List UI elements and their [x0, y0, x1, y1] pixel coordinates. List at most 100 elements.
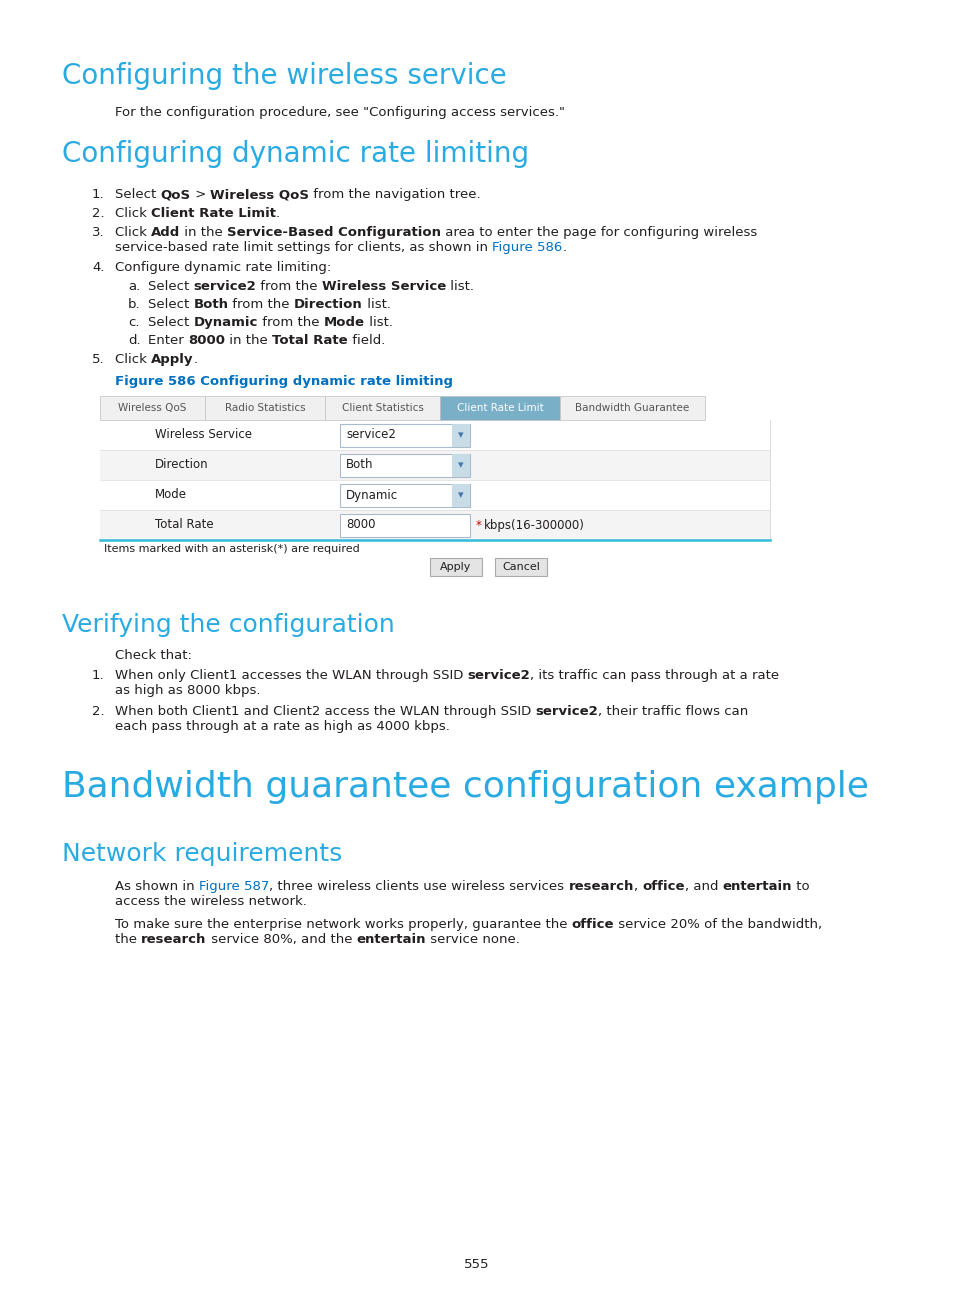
Bar: [452, 483, 470, 507]
Text: service2: service2: [193, 280, 256, 293]
Text: Network requirements: Network requirements: [62, 842, 342, 866]
Text: to: to: [791, 880, 809, 893]
Text: from the: from the: [257, 316, 323, 329]
Text: When both Client1 and Client2 access the WLAN through SSID: When both Client1 and Client2 access the…: [115, 705, 535, 718]
Text: from the navigation tree.: from the navigation tree.: [309, 188, 480, 201]
Bar: [339, 424, 470, 447]
Text: 3.: 3.: [91, 226, 105, 238]
Bar: [452, 424, 470, 447]
Text: Apply: Apply: [151, 353, 193, 365]
Text: service none.: service none.: [425, 933, 519, 946]
Text: Wireless QoS: Wireless QoS: [118, 403, 187, 413]
Text: entertain: entertain: [356, 933, 425, 946]
Text: in the: in the: [225, 334, 272, 347]
Text: 2.: 2.: [91, 207, 105, 220]
Text: service 80%, and the: service 80%, and the: [207, 933, 356, 946]
Text: Items marked with an asterisk(*) are required: Items marked with an asterisk(*) are req…: [104, 544, 359, 553]
Bar: [100, 420, 769, 540]
Text: Client Statistics: Client Statistics: [341, 403, 423, 413]
Text: list.: list.: [446, 280, 474, 293]
Text: Select: Select: [115, 188, 160, 201]
Text: Select: Select: [148, 280, 193, 293]
Text: Verifying the configuration: Verifying the configuration: [62, 613, 395, 638]
Text: entertain: entertain: [721, 880, 791, 893]
Text: ▾: ▾: [457, 460, 463, 470]
Text: Select: Select: [148, 316, 193, 329]
Text: Wireless QoS: Wireless QoS: [210, 188, 309, 201]
Text: d.: d.: [128, 334, 140, 347]
Text: Mode: Mode: [323, 316, 364, 329]
Text: from the: from the: [256, 280, 322, 293]
Text: Bandwidth guarantee configuration example: Bandwidth guarantee configuration exampl…: [62, 770, 868, 804]
Text: Wireless Service: Wireless Service: [154, 429, 252, 442]
Text: in the: in the: [180, 226, 227, 238]
Text: Figure 587: Figure 587: [198, 880, 269, 893]
Text: As shown in: As shown in: [115, 880, 198, 893]
Text: .: .: [193, 353, 197, 365]
Bar: [100, 450, 769, 480]
Bar: [100, 480, 769, 511]
Text: office: office: [641, 880, 684, 893]
Text: Total Rate: Total Rate: [272, 334, 347, 347]
Text: Wireless Service: Wireless Service: [322, 280, 446, 293]
Bar: [205, 397, 325, 420]
Text: , and: , and: [684, 880, 721, 893]
Text: ▾: ▾: [457, 490, 463, 500]
Text: Dynamic: Dynamic: [346, 489, 397, 502]
Text: 4.: 4.: [91, 260, 105, 273]
Text: ,: ,: [633, 880, 641, 893]
Text: Apply: Apply: [440, 562, 471, 572]
Text: Radio Statistics: Radio Statistics: [225, 403, 305, 413]
Text: Dynamic: Dynamic: [193, 316, 257, 329]
Text: ▾: ▾: [457, 430, 463, 441]
Text: list.: list.: [363, 298, 391, 311]
Text: Figure 586: Figure 586: [492, 241, 562, 254]
Text: 8000: 8000: [346, 518, 375, 531]
Text: 1.: 1.: [91, 188, 105, 201]
Text: service2: service2: [535, 705, 598, 718]
Text: >: >: [191, 188, 210, 201]
Text: as high as 8000 kbps.: as high as 8000 kbps.: [115, 684, 260, 697]
Bar: [100, 511, 769, 540]
Text: Bandwidth Guarantee: Bandwidth Guarantee: [575, 403, 689, 413]
Text: area to enter the page for configuring wireless: area to enter the page for configuring w…: [441, 226, 757, 238]
Bar: [452, 454, 470, 477]
Text: 2.: 2.: [91, 705, 105, 718]
Text: Cancel: Cancel: [501, 562, 539, 572]
Text: Enter: Enter: [148, 334, 188, 347]
Bar: [339, 513, 470, 537]
Text: Direction: Direction: [154, 459, 209, 472]
Text: Click: Click: [115, 353, 151, 365]
Text: Configuring dynamic rate limiting: Configuring dynamic rate limiting: [62, 140, 529, 168]
Text: Click: Click: [115, 207, 151, 220]
Text: Direction: Direction: [294, 298, 363, 311]
Text: *: *: [476, 518, 481, 531]
Text: research: research: [141, 933, 207, 946]
Text: service 20% of the bandwidth,: service 20% of the bandwidth,: [614, 918, 821, 931]
Text: from the: from the: [229, 298, 294, 311]
Text: 1.: 1.: [91, 669, 105, 682]
Text: , their traffic flows can: , their traffic flows can: [598, 705, 748, 718]
Bar: [439, 397, 559, 420]
Text: Click: Click: [115, 226, 151, 238]
Text: , three wireless clients use wireless services: , three wireless clients use wireless se…: [269, 880, 568, 893]
Text: service2: service2: [467, 669, 530, 682]
Text: Add: Add: [151, 226, 180, 238]
Text: the: the: [115, 933, 141, 946]
Text: b.: b.: [128, 298, 140, 311]
Text: list.: list.: [364, 316, 393, 329]
Text: When only Client1 accesses the WLAN through SSID: When only Client1 accesses the WLAN thro…: [115, 669, 467, 682]
Text: 8000: 8000: [188, 334, 225, 347]
Text: access the wireless network.: access the wireless network.: [115, 896, 307, 908]
Text: , its traffic can pass through at a rate: , its traffic can pass through at a rate: [530, 669, 779, 682]
Text: Both: Both: [193, 298, 229, 311]
Text: research: research: [568, 880, 633, 893]
Text: Figure 586 Configuring dynamic rate limiting: Figure 586 Configuring dynamic rate limi…: [115, 375, 453, 388]
Text: Both: Both: [346, 459, 374, 472]
Text: Client Rate Limit: Client Rate Limit: [151, 207, 275, 220]
Text: kbps(16-300000): kbps(16-300000): [483, 518, 584, 531]
Text: QoS: QoS: [160, 188, 191, 201]
Bar: [430, 559, 481, 575]
Text: Configure dynamic rate limiting:: Configure dynamic rate limiting:: [115, 260, 331, 273]
Text: Check that:: Check that:: [115, 649, 192, 662]
